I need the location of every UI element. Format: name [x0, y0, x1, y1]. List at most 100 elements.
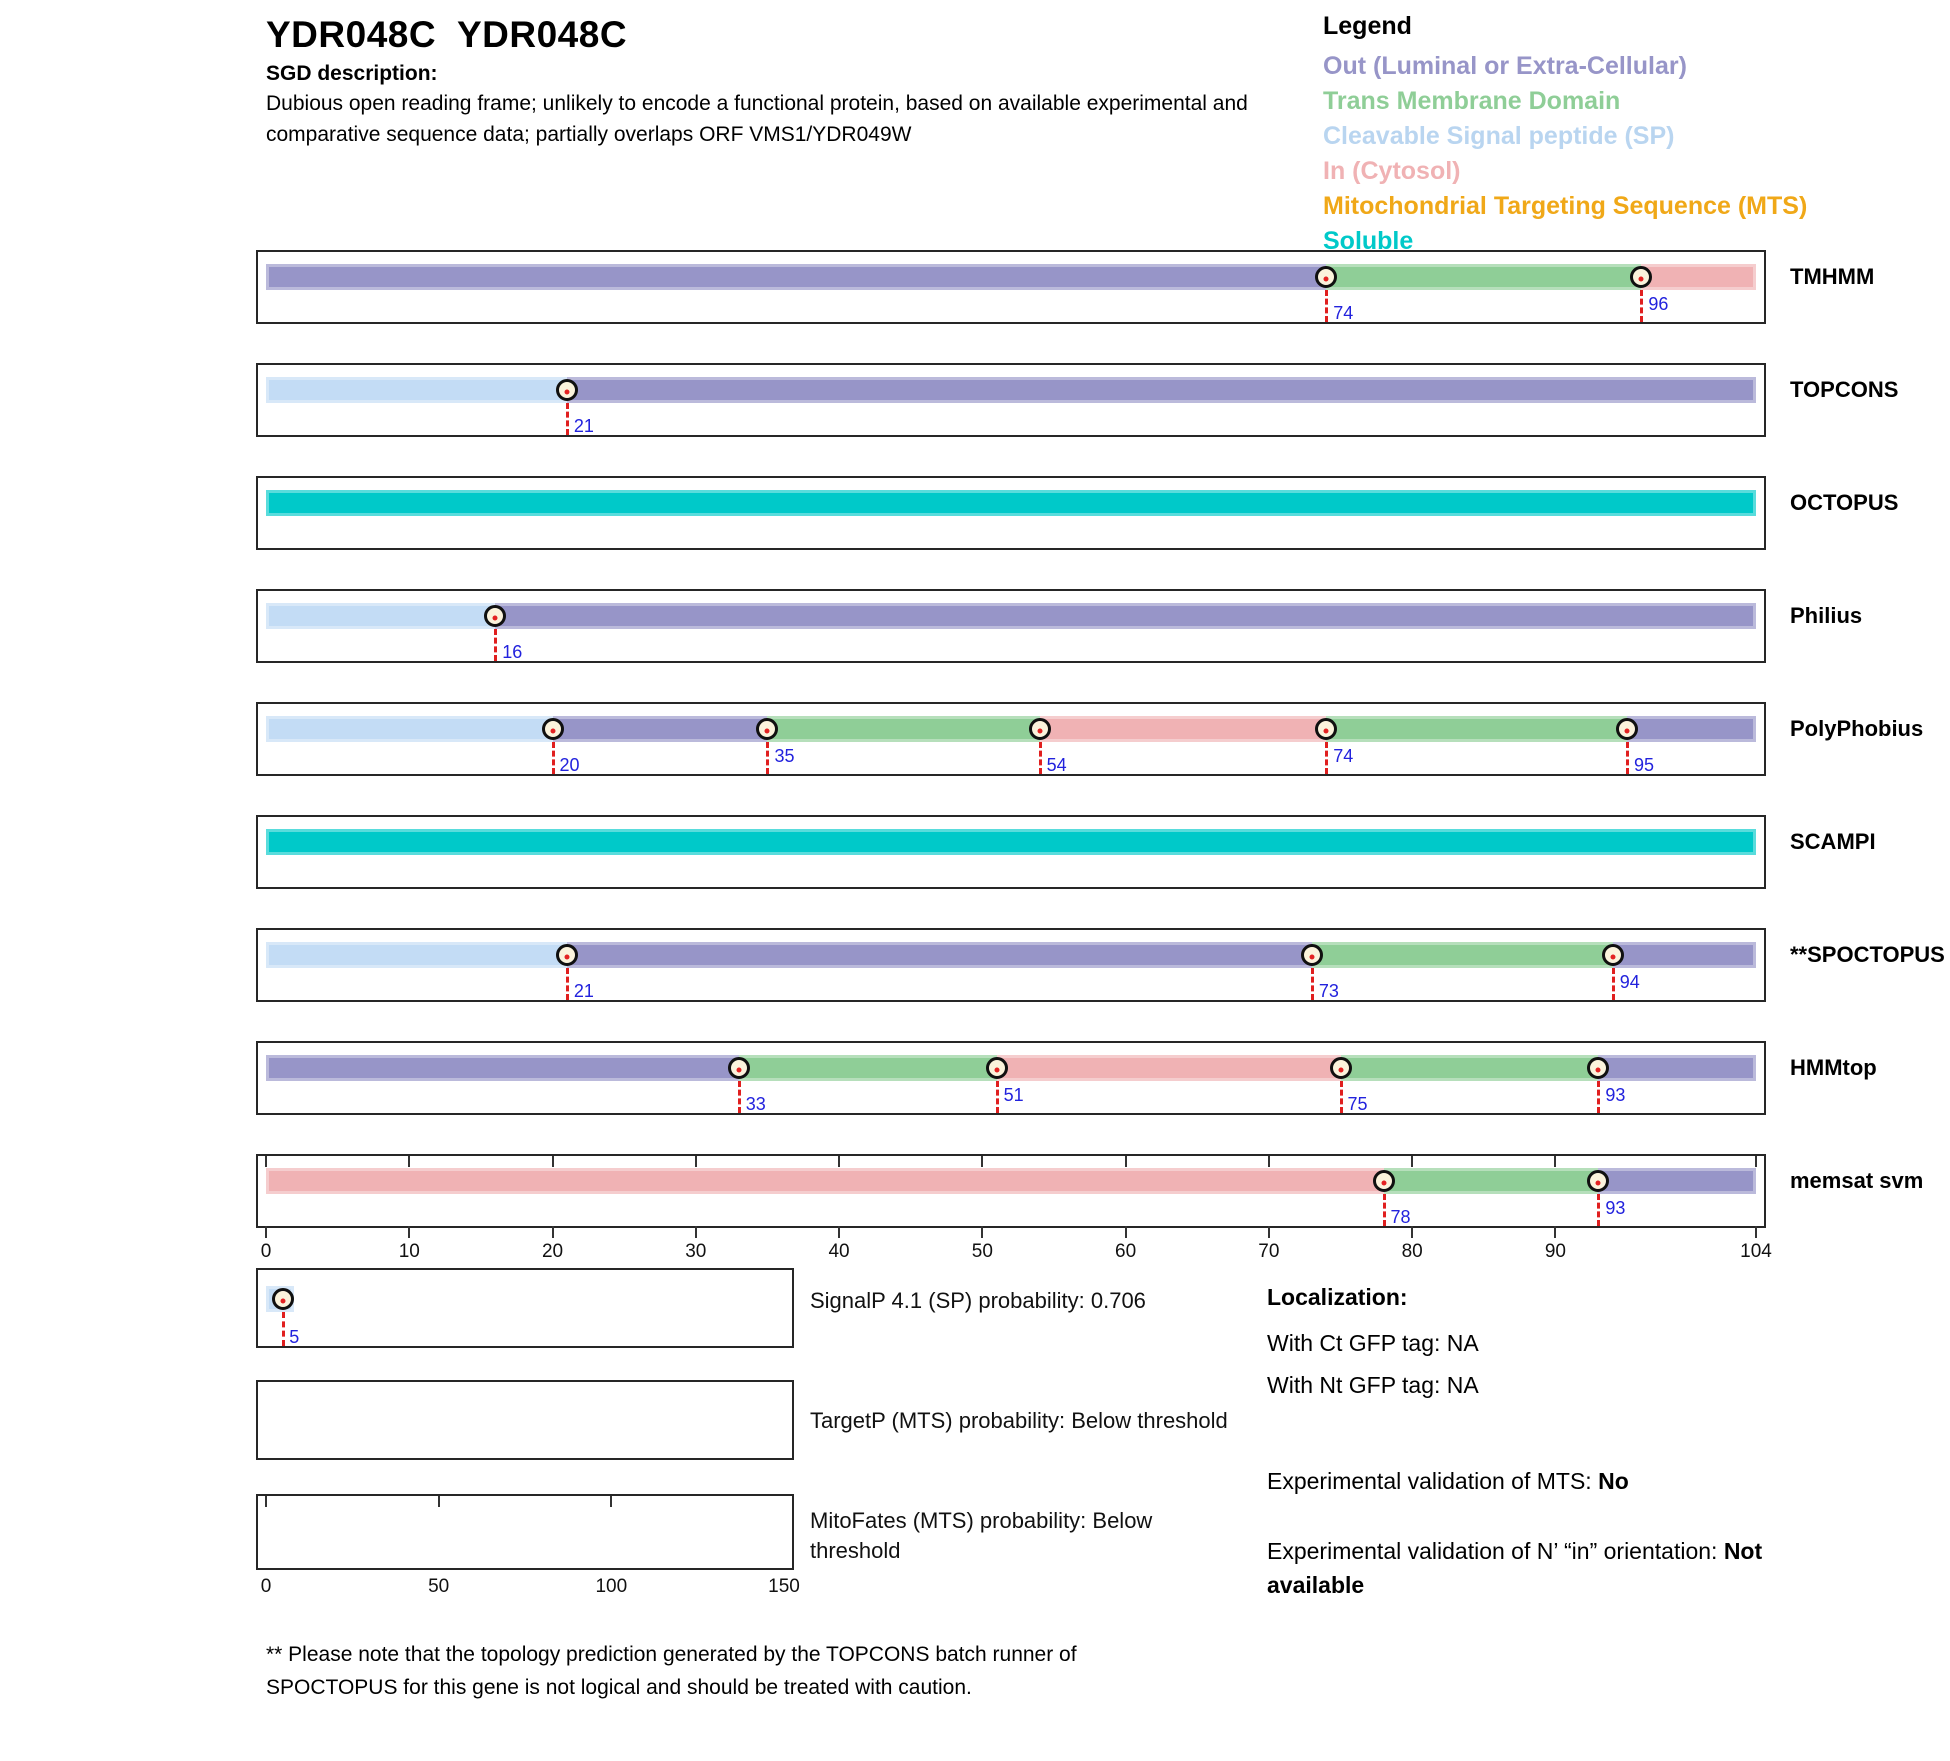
prob-axis-label-150: 150: [768, 1576, 800, 1597]
footnote-line1: ** Please note that the topology predict…: [266, 1643, 1077, 1666]
breakpoint-marker-54: [1028, 718, 1051, 740]
segment-tm: [1340, 1055, 1599, 1081]
ruler-tick-50: [981, 1156, 984, 1167]
breakpoint-marker-73: [1300, 944, 1323, 966]
track-label-tmhmm: TMHMM: [1790, 264, 1875, 289]
segment-out: [1627, 716, 1756, 742]
breakpoint-dot: [1037, 728, 1043, 734]
breakpoint-line-93: [1597, 1194, 1601, 1226]
ruler-tick-80: [1411, 1156, 1414, 1167]
mts-validation-label: Experimental validation of MTS:: [1267, 1468, 1599, 1494]
breakpoint-dot: [1595, 1180, 1601, 1186]
ruler-tick-90: [1554, 1156, 1557, 1167]
breakpoint-label-96: 96: [1648, 294, 1669, 314]
track-box-philius: 16: [256, 589, 1766, 663]
breakpoint-marker-93: [1587, 1170, 1610, 1192]
breakpoint-label-21: 21: [573, 416, 594, 436]
track-label-topcons: TOPCONS: [1790, 377, 1899, 402]
sgd-description-label: SGD description:: [266, 62, 438, 85]
prob-box-mitofates: [256, 1494, 794, 1570]
breakpoint-label-21: 21: [573, 981, 594, 1001]
breakpoint-marker-94: [1601, 944, 1624, 966]
prob-breakpoint-line-5: [282, 1312, 286, 1346]
axis-label-60: 60: [1115, 1241, 1137, 1262]
ruler-tick-10: [408, 1156, 411, 1167]
breakpoint-dot: [1338, 1067, 1344, 1073]
segment-out: [566, 377, 1756, 403]
segment-tm: [767, 716, 1040, 742]
ruler-tick-104: [1755, 1156, 1757, 1167]
legend-item-out: Out (Luminal or Extra-Cellular): [1323, 52, 1687, 80]
breakpoint-label-20: 20: [559, 755, 580, 775]
footnote-line2: SPOCTOPUS for this gene is not logical a…: [266, 1676, 972, 1699]
segment-soluble: [266, 829, 1756, 855]
prob-breakpoint-marker-5: [272, 1288, 295, 1310]
track-label-memsat-svm: memsat svm: [1790, 1168, 1924, 1193]
segment-tm: [1326, 716, 1628, 742]
track-box-topcons: 21: [256, 363, 1766, 437]
segment-out: [566, 942, 1312, 968]
segment-sp: [266, 716, 553, 742]
track-box-topcons-plot-area: 21: [266, 365, 1756, 436]
segment-tm: [1311, 942, 1613, 968]
track-box-tmhmm: 74 96: [256, 250, 1766, 324]
axis-label-20: 20: [541, 1241, 564, 1262]
legend-item-in: In (Cytosol): [1323, 157, 1461, 185]
legend-title: Legend: [1323, 12, 1412, 40]
segment-out: [266, 264, 1327, 290]
axis-label-104: 104: [1740, 1241, 1772, 1262]
sgd-description-line2: comparative sequence data; partially ove…: [266, 123, 912, 146]
breakpoint-line-74: [1325, 742, 1329, 774]
breakpoint-dot: [1595, 1067, 1601, 1073]
page-title: YDR048C YDR048C: [266, 14, 628, 55]
track-label-philius: Philius: [1790, 603, 1863, 628]
axis-tick-90: [1554, 1226, 1557, 1238]
track-box-memsat-svm-plot-area: 78 93: [265, 1156, 1757, 1227]
breakpoint-line-16: [494, 629, 498, 661]
track-box-hmmtop: 33 51 75 93: [256, 1041, 1766, 1115]
segment-out: [1612, 942, 1756, 968]
axis-tick-70: [1267, 1226, 1270, 1238]
breakpoint-line-78: [1382, 1194, 1386, 1226]
prob-breakpoint-label-5: 5: [289, 1327, 300, 1347]
prob-top-tick-100: [610, 1496, 613, 1507]
legend-item-mts: Mitochondrial Targeting Sequence (MTS): [1323, 192, 1808, 220]
breakpoint-line-20: [551, 742, 555, 774]
segment-in: [996, 1055, 1341, 1081]
breakpoint-dot: [564, 389, 570, 395]
track-box-scampi-plot-area: [266, 817, 1756, 887]
localization-orientation-validation: Experimental validation of N’ “in” orien…: [1267, 1534, 1842, 1602]
axis-label-90: 90: [1544, 1241, 1566, 1262]
breakpoint-marker-93: [1587, 1057, 1610, 1079]
legend-item-sp: Cleavable Signal peptide (SP): [1323, 122, 1675, 150]
breakpoint-label-16: 16: [502, 642, 523, 662]
axis-label-80: 80: [1401, 1241, 1423, 1262]
axis-tick-60: [1124, 1226, 1127, 1238]
breakpoint-marker-21: [555, 379, 578, 401]
track-label-spoctopus: **SPOCTOPUS: [1790, 942, 1945, 967]
mitofates-probability-text: MitoFates (MTS) probability: Below thres…: [810, 1508, 1153, 1563]
breakpoint-marker-78: [1372, 1170, 1395, 1192]
breakpoint-label-95: 95: [1634, 755, 1655, 775]
sgd-description-text: Dubious open reading frame; unlikely to …: [266, 88, 1248, 150]
breakpoint-marker-21: [555, 944, 578, 966]
breakpoint-dot: [492, 615, 498, 621]
breakpoint-label-78: 78: [1390, 1207, 1411, 1227]
breakpoint-dot: [280, 1298, 286, 1304]
axis-tick-20: [551, 1226, 554, 1238]
breakpoint-line-73: [1310, 968, 1314, 1000]
prob-box-targetp: [256, 1380, 794, 1460]
segment-in: [1039, 716, 1327, 742]
axis-label-70: 70: [1258, 1241, 1280, 1262]
segment-sp: [266, 942, 567, 968]
prob-plot-area-signalp: 5: [266, 1270, 784, 1347]
segment-sp: [266, 603, 496, 629]
breakpoint-dot: [764, 728, 770, 734]
segment-tm: [1383, 1168, 1599, 1194]
breakpoint-dot: [1309, 954, 1315, 960]
legend: Legend Out (Luminal or Extra-Cellular) Tr…: [1323, 12, 1807, 259]
axis-label-40: 40: [828, 1241, 850, 1262]
track-label-polyphobius: PolyPhobius: [1790, 716, 1924, 741]
signalp-probability-text: SignalP 4.1 (SP) probability: 0.706: [810, 1288, 1146, 1313]
breakpoint-dot: [1624, 728, 1630, 734]
